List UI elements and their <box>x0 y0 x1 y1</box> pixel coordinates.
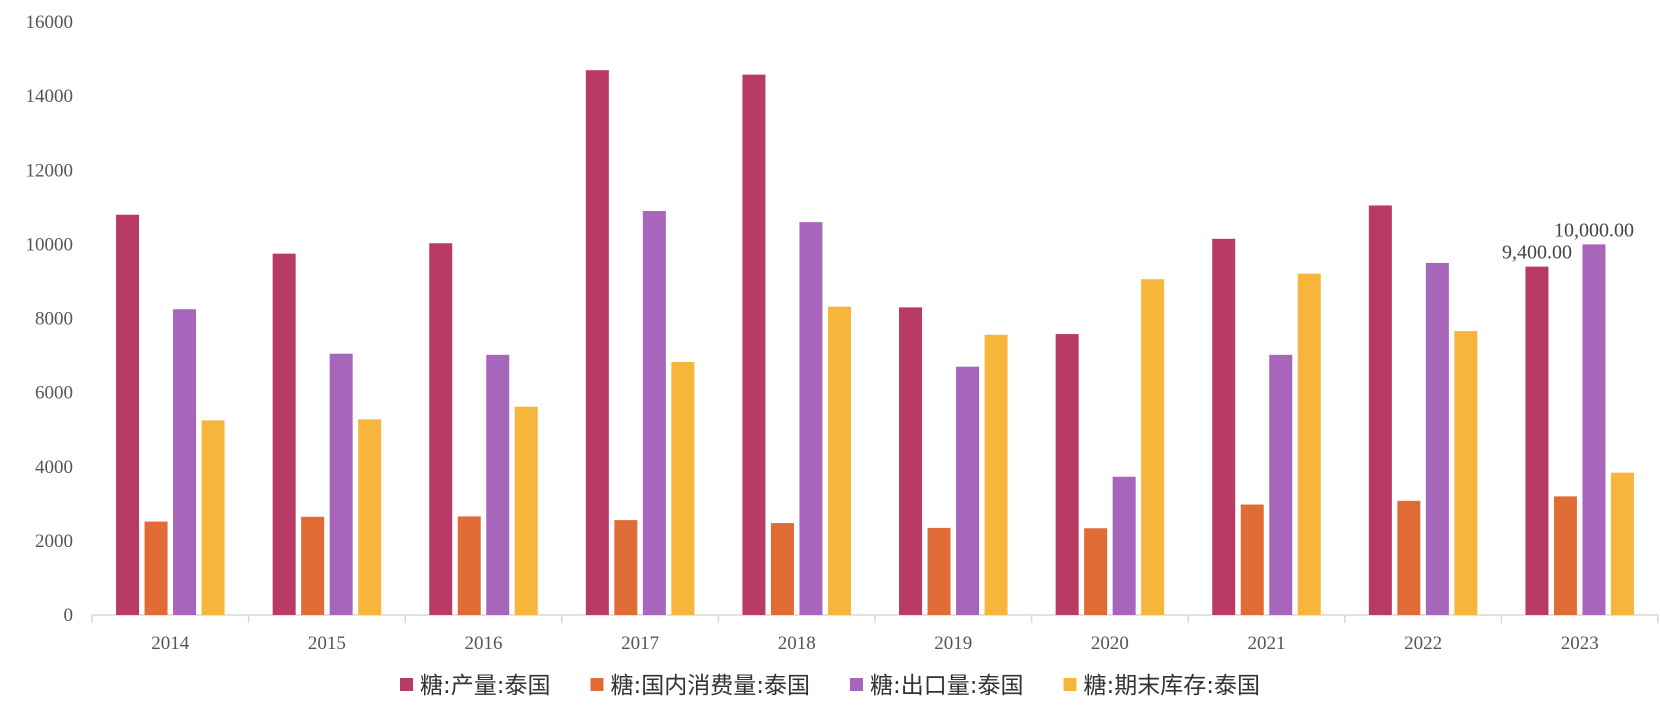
legend-swatch <box>400 678 413 691</box>
x-tick-label: 2020 <box>1091 633 1129 654</box>
x-tick-label: 2021 <box>1248 633 1286 654</box>
x-tick-label: 2018 <box>778 633 816 654</box>
bar <box>301 516 325 615</box>
bar <box>1141 279 1165 615</box>
x-axis: 2014 2015 2016 2017 2018 2019 2020 2021 2022 2023 <box>91 614 1659 654</box>
bar <box>1454 331 1478 615</box>
y-tick-label: 12000 <box>26 160 74 181</box>
bar <box>457 516 481 615</box>
bar <box>173 309 197 615</box>
bar <box>671 361 695 615</box>
bar <box>1368 205 1392 615</box>
bar <box>984 334 1008 615</box>
bars <box>116 70 1634 616</box>
legend-label: 糖:产量:泰国 <box>420 673 551 699</box>
bar <box>799 222 823 615</box>
bar <box>486 354 510 615</box>
bar <box>614 520 638 615</box>
bar <box>1297 273 1321 615</box>
legend-swatch <box>850 678 863 691</box>
bar <box>1269 354 1293 615</box>
legend: 糖:产量:泰国 糖:国内消费量:泰国 糖:出口量:泰国 糖:期末库存:泰国 <box>400 673 1260 699</box>
data-label: 10,000.00 <box>1554 219 1634 241</box>
y-tick-label: 0 <box>64 605 74 626</box>
y-tick-label: 6000 <box>35 383 73 404</box>
bar <box>1055 334 1079 615</box>
bar <box>585 70 609 615</box>
bar <box>144 521 168 615</box>
bar <box>358 419 382 615</box>
bar <box>201 420 225 615</box>
x-tick-label: 2014 <box>151 633 190 654</box>
legend-label: 糖:出口量:泰国 <box>870 673 1024 699</box>
legend-swatch <box>590 678 604 691</box>
legend-label: 糖:期末库存:泰国 <box>1084 673 1261 699</box>
bar <box>1240 504 1264 615</box>
bar <box>899 307 923 615</box>
x-tick-label: 2019 <box>934 633 972 654</box>
y-axis: 0 2000 4000 6000 8000 10000 12000 14000 16000 <box>26 12 74 626</box>
legend-label: 糖:国内消费量:泰国 <box>611 673 811 699</box>
x-tick-label: 2015 <box>308 633 346 654</box>
x-tick-label: 2017 <box>621 633 659 654</box>
y-tick-label: 14000 <box>26 86 74 107</box>
bar <box>642 211 666 616</box>
bar <box>770 523 794 615</box>
x-tick-label: 2016 <box>465 633 503 654</box>
y-tick-label: 2000 <box>35 531 73 552</box>
bar <box>1112 476 1136 615</box>
bar <box>1610 472 1634 615</box>
bar <box>1553 496 1577 615</box>
bar <box>1582 244 1606 615</box>
data-label: 9,400.00 <box>1502 242 1572 264</box>
bar <box>1397 500 1421 615</box>
bar <box>927 527 951 615</box>
bar <box>1084 528 1108 615</box>
bar <box>429 243 453 615</box>
y-tick-label: 10000 <box>26 234 74 255</box>
x-tick-label: 2022 <box>1404 633 1442 654</box>
bar <box>116 214 140 615</box>
bar <box>1525 266 1549 615</box>
bar <box>827 306 851 615</box>
bar <box>1425 262 1449 615</box>
y-tick-label: 16000 <box>26 12 74 33</box>
bar <box>329 353 353 615</box>
y-tick-label: 8000 <box>35 309 73 330</box>
bar <box>514 406 538 615</box>
legend-swatch <box>1063 678 1077 691</box>
x-tick-label: 2023 <box>1561 633 1599 654</box>
bar <box>956 366 980 615</box>
bar <box>272 253 296 615</box>
y-tick-label: 4000 <box>35 457 73 478</box>
bar <box>1212 238 1236 616</box>
bar <box>742 74 766 615</box>
